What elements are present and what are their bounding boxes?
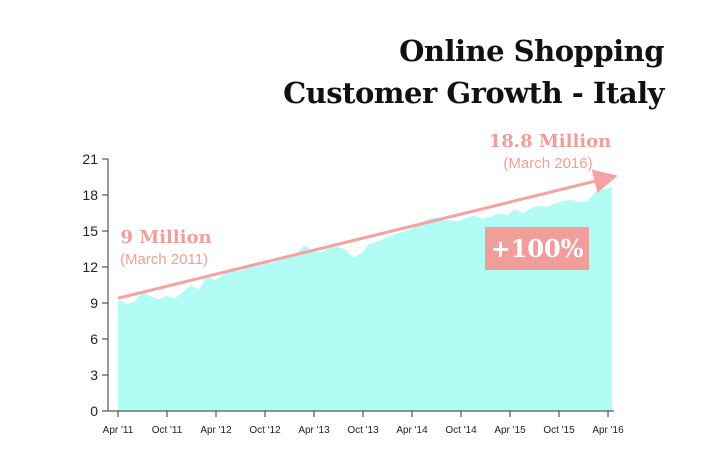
customer-growth-area <box>118 186 612 411</box>
x-tick-label: Oct '11 <box>152 425 183 436</box>
growth-badge-label: +100% <box>490 234 583 263</box>
x-tick-label: Oct '15 <box>543 425 575 436</box>
trend-arrow <box>117 169 618 300</box>
x-tick-label: Apr '12 <box>200 425 232 436</box>
x-tick-label: Oct '13 <box>347 425 379 436</box>
y-tick-label: 21 <box>82 151 98 167</box>
x-tick-label: Apr '15 <box>494 425 526 436</box>
x-tick-label: Oct '14 <box>445 425 477 436</box>
y-tick-label: 15 <box>82 223 98 239</box>
x-tick-label: Apr '14 <box>396 425 428 436</box>
chart-title-line-2: Customer Growth - Italy <box>283 76 664 110</box>
x-tick-label: Apr '16 <box>592 425 624 436</box>
end-value-label: 18.8 Million <box>489 131 611 152</box>
start-date-label: (March 2011) <box>120 251 208 268</box>
x-tick-label: Apr '13 <box>298 425 330 436</box>
y-tick-label: 9 <box>90 295 98 311</box>
y-tick-label: 3 <box>90 367 98 383</box>
end-date-label: (March 2016) <box>503 155 592 172</box>
y-tick-label: 18 <box>82 187 98 203</box>
y-tick-label: 6 <box>90 331 98 347</box>
y-axis-ticks: 0 3 6 9 12 15 18 21 <box>82 151 108 419</box>
growth-badge <box>485 227 589 270</box>
y-tick-label: 0 <box>90 403 98 419</box>
y-tick-label: 12 <box>82 259 98 275</box>
chart-title-line-1: Online Shopping <box>399 34 664 68</box>
x-tick-label: Apr '11 <box>103 425 134 436</box>
x-axis-ticks: Apr '11 Oct '11 Apr '12 Oct '12 Apr '13 Oct '… <box>103 411 624 436</box>
chart-title: Online Shopping Customer Growth - Italy <box>283 30 664 114</box>
x-tick-label: Oct '12 <box>249 425 281 436</box>
start-value-label: 9 Million <box>120 227 211 248</box>
